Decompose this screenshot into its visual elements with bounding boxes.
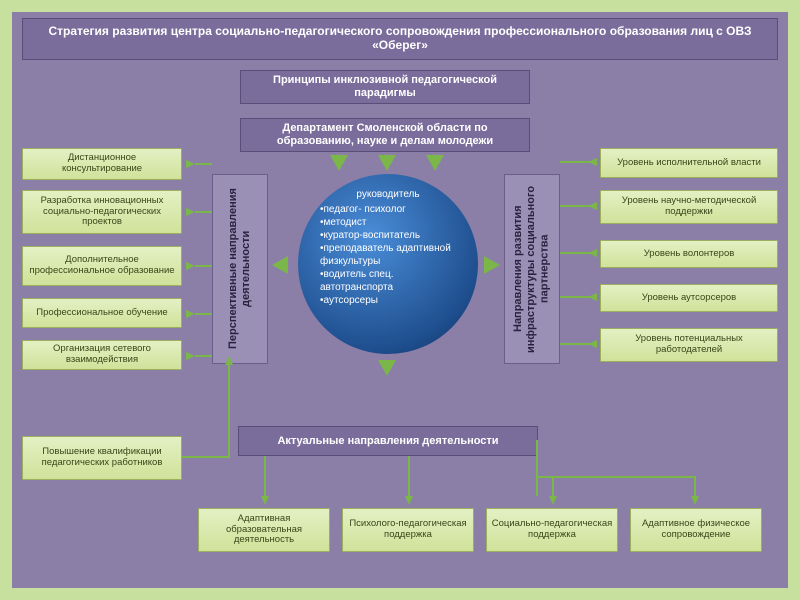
connector (228, 364, 230, 458)
left-box-4: Организация сетевого взаимодействия (22, 340, 182, 370)
arrow-down-icon (426, 155, 444, 171)
arrow-left-icon (272, 256, 288, 274)
connector (694, 476, 696, 496)
perspective-directions-text: Перспективные направления деятельности (227, 178, 253, 360)
current-directions-text: Актуальные направления деятельности (277, 435, 498, 448)
small-arrow-right-icon (186, 262, 195, 270)
left-box-0: Дистанционное консультирование (22, 148, 182, 180)
title-text: Стратегия развития центра социально-педа… (27, 25, 773, 53)
left-box-3: Профессиональное обучение (22, 298, 182, 328)
bottom-box-2: Социально-педагогическая поддержка (486, 508, 618, 552)
department-box: Департамент Смоленской области по образо… (240, 118, 530, 152)
left-box-1: Разработка инновационных социально-педаг… (22, 190, 182, 234)
circle-item: •педагог- психолог (320, 203, 468, 216)
small-arrow-right-icon (186, 160, 195, 168)
arrow-down-icon (330, 155, 348, 171)
small-arrow-left-icon (588, 249, 597, 257)
arrow-right-icon (484, 256, 500, 274)
small-arrow-left-icon (588, 202, 597, 210)
connector (552, 476, 554, 496)
small-arrow-up-icon (225, 356, 233, 365)
bottom-box-3: Адаптивное физическое сопровождение (630, 508, 762, 552)
connector (536, 476, 696, 478)
arrow-down-icon (378, 360, 396, 376)
circle-lead: руководитель (308, 188, 468, 201)
circle-item: •аутсорсеры (320, 294, 468, 307)
center-circle: руководитель •педагог- психолог •методис… (298, 174, 478, 354)
connector (195, 313, 212, 315)
right-box-4: Уровень потенциальных работодателей (600, 328, 778, 362)
connector (560, 296, 590, 298)
small-arrow-right-icon (186, 352, 195, 360)
connector (560, 252, 590, 254)
partnership-directions-box: Направления развития инфраструктуры соци… (504, 174, 560, 364)
department-text: Департамент Смоленской области по образо… (245, 122, 525, 147)
connector (195, 163, 212, 165)
principles-text: Принципы инклюзивной педагогической пара… (245, 74, 525, 99)
circle-item: •водитель спец. автотранспорта (320, 268, 468, 294)
left-box-5: Повышение квалификации педагогических ра… (22, 436, 182, 480)
connector (195, 355, 212, 357)
right-box-0: Уровень исполнительной власти (600, 148, 778, 178)
small-arrow-up-icon (261, 496, 269, 505)
bottom-box-1: Психолого-педагогическая поддержка (342, 508, 474, 552)
circle-item: •преподаватель адаптивной физкультуры (320, 242, 468, 268)
small-arrow-up-icon (405, 496, 413, 505)
small-arrow-up-icon (549, 496, 557, 505)
left-box-2: Дополнительное профессиональное образова… (22, 246, 182, 286)
connector (408, 456, 410, 496)
current-directions-box: Актуальные направления деятельности (238, 426, 538, 456)
connector (264, 456, 266, 496)
small-arrow-left-icon (588, 158, 597, 166)
right-box-2: Уровень волонтеров (600, 240, 778, 268)
partnership-directions-text: Направления развития инфраструктуры соци… (512, 178, 552, 360)
connector (560, 343, 590, 345)
circle-item: •методист (320, 216, 468, 229)
small-arrow-left-icon (588, 340, 597, 348)
arrow-down-icon (378, 155, 396, 171)
right-box-1: Уровень научно-методической поддержки (600, 190, 778, 224)
small-arrow-up-icon (691, 496, 699, 505)
connector (560, 161, 590, 163)
small-arrow-right-icon (186, 310, 195, 318)
connector (182, 456, 230, 458)
connector (195, 211, 212, 213)
circle-item: •куратор-воспитатель (320, 229, 468, 242)
principles-box: Принципы инклюзивной педагогической пара… (240, 70, 530, 104)
small-arrow-right-icon (186, 208, 195, 216)
small-arrow-left-icon (588, 293, 597, 301)
connector (536, 440, 538, 496)
title-box: Стратегия развития центра социально-педа… (22, 18, 778, 60)
right-box-3: Уровень аутсорсеров (600, 284, 778, 312)
connector (195, 265, 212, 267)
perspective-directions-box: Перспективные направления деятельности (212, 174, 268, 364)
bottom-box-0: Адаптивная образовательная деятельность (198, 508, 330, 552)
connector (560, 205, 590, 207)
